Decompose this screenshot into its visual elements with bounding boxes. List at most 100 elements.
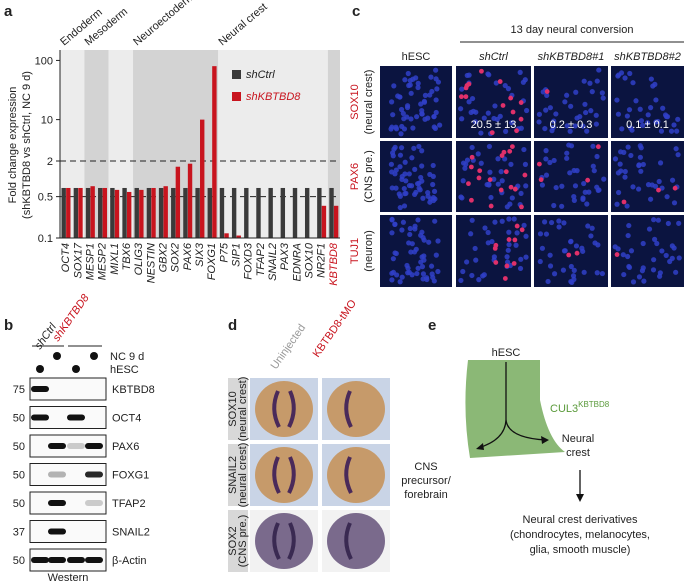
bar bbox=[207, 187, 212, 238]
nucleus bbox=[399, 227, 405, 233]
nucleus bbox=[564, 150, 570, 156]
nucleus bbox=[497, 113, 503, 119]
arrowhead bbox=[476, 443, 484, 450]
stained-cell bbox=[493, 260, 499, 265]
stained-cell bbox=[514, 223, 520, 229]
nucleus bbox=[633, 98, 639, 104]
nucleus bbox=[615, 111, 622, 117]
bar bbox=[102, 187, 108, 238]
bar bbox=[134, 187, 139, 238]
column-header: Uninjected bbox=[269, 322, 309, 371]
band bbox=[85, 557, 103, 563]
mw-marker: 50 bbox=[13, 413, 25, 425]
band bbox=[48, 528, 66, 535]
panel-label: c bbox=[352, 3, 360, 20]
blot bbox=[29, 520, 107, 543]
panel-title: 13 day neural conversion bbox=[511, 24, 634, 36]
nucleus bbox=[522, 161, 529, 167]
expression bbox=[344, 390, 353, 428]
nucleus bbox=[568, 278, 574, 285]
nucleus bbox=[416, 185, 422, 191]
nucleus bbox=[511, 216, 517, 222]
nucleus bbox=[464, 72, 470, 79]
nucleus bbox=[414, 114, 420, 120]
band bbox=[85, 500, 103, 506]
row-marker: TUJ1 bbox=[349, 238, 361, 264]
nucleus bbox=[404, 114, 410, 120]
nucleus bbox=[460, 178, 466, 184]
nucleus bbox=[431, 188, 438, 194]
nucleus bbox=[487, 169, 493, 175]
nucleus bbox=[434, 86, 440, 92]
nucleus bbox=[625, 144, 631, 150]
protein-label: KBTBD8 bbox=[112, 384, 155, 396]
enzyme-sup: KBTBD8 bbox=[578, 400, 610, 409]
stained-cell bbox=[510, 109, 516, 115]
nucleus bbox=[464, 259, 470, 265]
nucleus bbox=[640, 161, 646, 168]
nucleus bbox=[671, 122, 677, 128]
nucleus bbox=[400, 110, 406, 117]
nucleus bbox=[478, 160, 484, 166]
nucleus bbox=[673, 269, 679, 275]
mw-marker: 37 bbox=[13, 527, 25, 539]
x-tick-label: NESTIN bbox=[145, 243, 157, 283]
nucleus bbox=[561, 220, 567, 226]
micrograph bbox=[456, 215, 531, 287]
nucleus bbox=[422, 92, 429, 98]
nucleus bbox=[630, 279, 637, 285]
nucleus bbox=[622, 168, 628, 175]
nucleus bbox=[411, 145, 417, 151]
nucleus bbox=[391, 83, 397, 89]
nucleus bbox=[431, 124, 437, 130]
nucleus bbox=[624, 203, 630, 209]
embryo bbox=[327, 381, 385, 437]
nucleus bbox=[580, 248, 586, 254]
nucleus bbox=[427, 171, 433, 178]
nucleus bbox=[458, 194, 464, 200]
nucleus bbox=[574, 115, 580, 121]
nucleus bbox=[406, 182, 413, 189]
nucleus bbox=[435, 268, 441, 275]
nucleus bbox=[573, 89, 579, 95]
legend-label: shCtrl bbox=[246, 69, 275, 81]
bar bbox=[212, 66, 217, 238]
bar bbox=[333, 205, 339, 238]
lane-label: shKBTBD8 bbox=[51, 292, 93, 344]
nucleus bbox=[458, 277, 464, 284]
band bbox=[85, 471, 103, 478]
nucleus bbox=[628, 152, 634, 159]
nucleus bbox=[669, 177, 676, 183]
nucleus bbox=[428, 74, 434, 80]
nucleus bbox=[392, 171, 398, 177]
nucleus bbox=[564, 155, 570, 161]
nucleus bbox=[549, 128, 555, 134]
nucleus bbox=[543, 231, 550, 237]
bar bbox=[280, 187, 286, 238]
nucleus bbox=[568, 239, 574, 245]
condition-dot bbox=[53, 352, 61, 360]
row-label-box bbox=[228, 444, 248, 506]
nucleus bbox=[430, 274, 436, 280]
nucleus bbox=[564, 123, 570, 129]
bar bbox=[126, 191, 132, 238]
stained-cell bbox=[504, 263, 510, 269]
nucleus bbox=[397, 279, 403, 285]
x-tick-label: SOX17 bbox=[72, 242, 84, 278]
enzyme-name: CUL3 bbox=[550, 403, 578, 415]
nucleus bbox=[398, 131, 404, 137]
nucleus bbox=[617, 161, 623, 167]
nucleus bbox=[505, 247, 511, 253]
column-header: KBTBD8-tMO bbox=[311, 297, 360, 359]
nucleus bbox=[406, 171, 412, 177]
quantification: 0.1 ± 0.1 bbox=[626, 119, 669, 131]
nucleus bbox=[657, 160, 664, 166]
arrowhead bbox=[541, 436, 549, 444]
nucleus bbox=[570, 273, 577, 279]
nucleus bbox=[433, 109, 439, 116]
x-tick-label: PAX6 bbox=[182, 242, 194, 270]
nucleus bbox=[390, 256, 396, 262]
nucleus bbox=[491, 176, 497, 182]
nucleus bbox=[645, 182, 652, 188]
